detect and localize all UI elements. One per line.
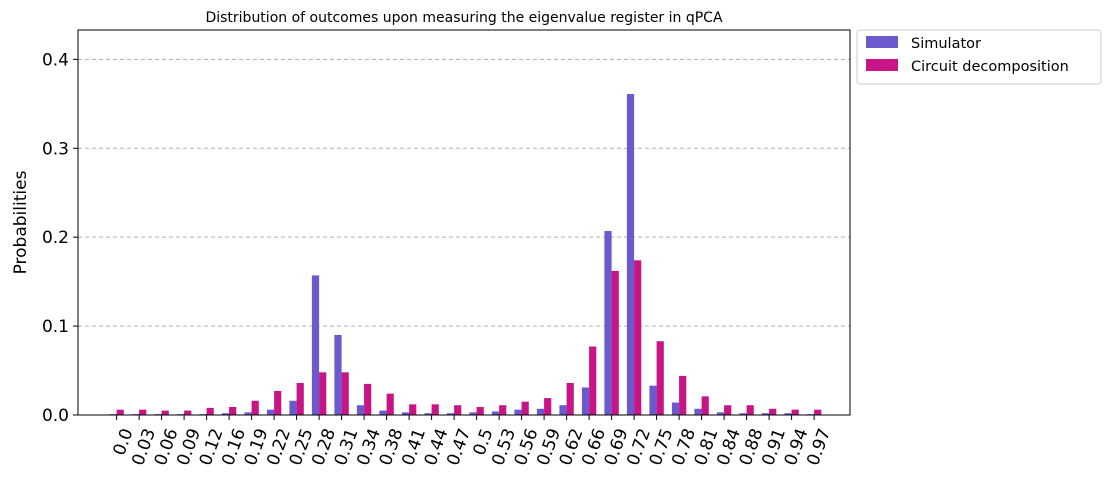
bar-simulator	[739, 413, 747, 415]
plot-frame	[77, 29, 851, 416]
legend-label-circuit-decomposition: Circuit decomposition	[911, 59, 1069, 75]
bar-circuit-decomposition	[409, 404, 417, 415]
y-tick-label: 0.2	[42, 228, 69, 248]
y-axis-ticks: 0.0 0.1 0.2 0.3 0.4	[42, 50, 78, 426]
x-axis-ticks: 0.00.030.060.090.120.160.190.220.250.280…	[110, 415, 835, 468]
bar-simulator	[266, 409, 275, 415]
y-tick-label: 0.3	[42, 139, 69, 159]
bar-circuit-decomposition	[274, 390, 282, 415]
bar-simulator	[424, 413, 432, 415]
bar-circuit-decomposition	[454, 405, 462, 415]
bar-circuit-decomposition	[206, 407, 214, 415]
legend-swatch-simulator	[866, 36, 898, 48]
y-tick-label: 0.4	[42, 50, 69, 70]
legend-swatch-circuit-decomposition	[866, 59, 898, 71]
bar-simulator	[469, 412, 477, 415]
bar-circuit-decomposition	[521, 401, 529, 415]
bar-simulator	[536, 408, 545, 415]
chart-title: Distribution of outcomes upon measuring …	[205, 10, 723, 26]
bar-circuit-decomposition	[746, 405, 754, 415]
bar-circuit-decomposition	[791, 409, 799, 415]
bar-simulator	[401, 412, 410, 415]
bar-simulator	[311, 275, 320, 415]
bar-circuit-decomposition	[499, 405, 507, 415]
bar-simulator	[221, 413, 230, 415]
bar-simulator	[761, 413, 770, 415]
legend-label-simulator: Simulator	[911, 36, 981, 52]
bar-simulator	[626, 94, 635, 415]
y-tick-label: 0.0	[42, 406, 69, 426]
bar-simulator	[446, 413, 455, 415]
bar-simulator	[289, 400, 297, 415]
bar-simulator	[671, 402, 680, 415]
bar-circuit-decomposition	[589, 346, 597, 415]
bar-simulator	[604, 230, 612, 415]
bar-simulator	[581, 387, 590, 415]
bar-circuit-decomposition	[566, 382, 574, 415]
legend-frame	[856, 29, 1102, 85]
bar-simulator	[784, 413, 792, 415]
bar-circuit-decomposition	[679, 375, 687, 415]
grid-lines	[78, 58, 850, 327]
bar-circuit-decomposition	[161, 410, 169, 415]
bar-simulator	[559, 405, 567, 415]
bar-circuit-decomposition	[769, 408, 777, 415]
bars	[109, 94, 822, 415]
bar-circuit-decomposition	[724, 405, 732, 415]
bar-circuit-decomposition	[229, 406, 237, 415]
bar-simulator	[514, 409, 522, 415]
y-tick-label: 0.1	[42, 317, 69, 337]
bar-circuit-decomposition	[701, 396, 709, 415]
y-axis-label: Probabilities	[11, 170, 31, 274]
bar-circuit-decomposition	[341, 372, 349, 415]
bar-circuit-decomposition	[116, 409, 124, 415]
bar-circuit-decomposition	[814, 409, 822, 415]
bar-simulator	[716, 412, 725, 415]
bar-circuit-decomposition	[319, 372, 327, 415]
bar-circuit-decomposition	[656, 341, 664, 415]
legend: Simulator Circuit decomposition	[856, 29, 1102, 85]
bar-circuit-decomposition	[634, 260, 642, 415]
bar-circuit-decomposition	[544, 398, 552, 415]
bar-simulator	[694, 408, 702, 415]
bar-simulator	[356, 405, 365, 415]
bar-simulator	[649, 385, 657, 415]
bar-simulator	[244, 412, 252, 415]
bar-circuit-decomposition	[476, 406, 484, 415]
bar-circuit-decomposition	[611, 270, 619, 415]
bar-circuit-decomposition	[364, 383, 372, 415]
bar-circuit-decomposition	[251, 400, 259, 415]
bar-simulator	[491, 411, 500, 415]
bar-simulator	[379, 410, 387, 415]
bar-circuit-decomposition	[431, 404, 439, 415]
bar-circuit-decomposition	[139, 409, 147, 415]
bar-circuit-decomposition	[386, 393, 394, 415]
bar-circuit-decomposition	[184, 410, 192, 415]
bar-simulator	[334, 334, 342, 415]
bar-circuit-decomposition	[296, 382, 304, 415]
